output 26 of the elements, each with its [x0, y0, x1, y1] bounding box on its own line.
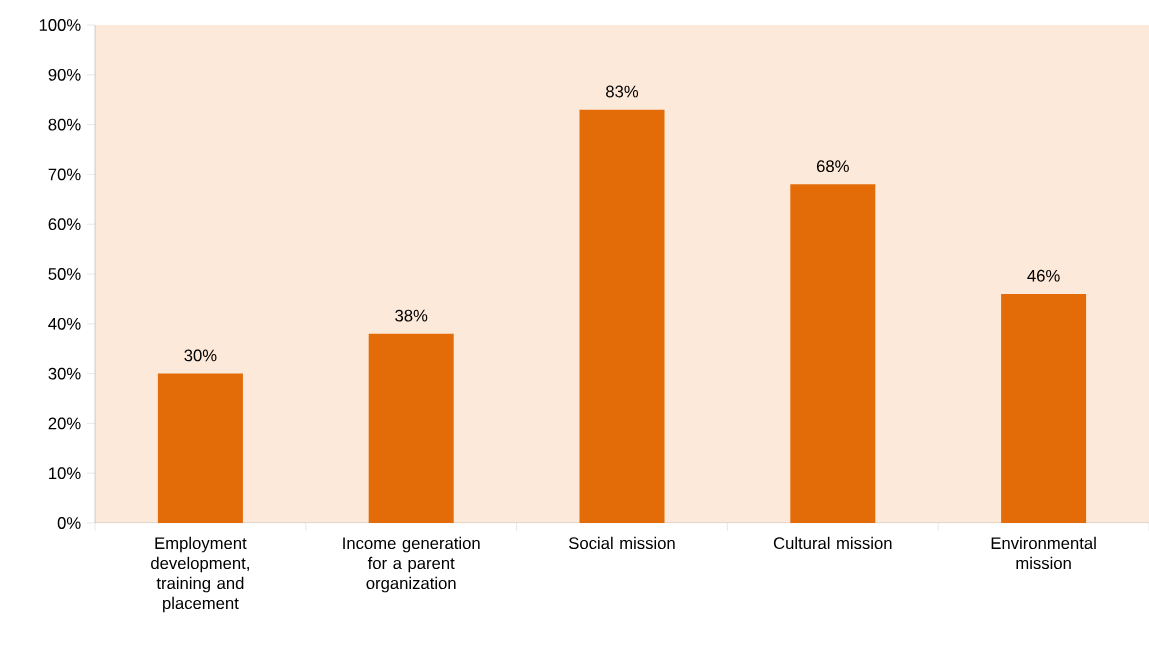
y-tick-label: 0%: [57, 517, 81, 529]
y-tick-label: 80%: [48, 118, 81, 131]
bar: [579, 109, 665, 523]
x-tick-label: Employment development, training and placement: [151, 536, 249, 613]
x-tick-label: Cultural mission: [773, 536, 892, 550]
y-tick-label: 90%: [48, 68, 81, 81]
y-tick-label: 20%: [48, 417, 81, 430]
bar: [1001, 293, 1087, 523]
x-tick-label: Income generation for a parent organization: [343, 536, 480, 593]
bar: [368, 333, 454, 523]
y-tick-label: 30%: [48, 367, 81, 380]
y-tick-label: 70%: [48, 168, 81, 181]
y-tick-label: 50%: [48, 268, 81, 280]
bar: [790, 184, 876, 523]
y-tick-label: 10%: [49, 467, 81, 480]
data-label: 46%: [1027, 269, 1060, 282]
y-tick-label: 60%: [48, 218, 81, 231]
y-tick-label: 40%: [48, 317, 81, 330]
bar: [157, 373, 243, 523]
data-label: 38%: [395, 309, 428, 322]
data-label: 83%: [606, 85, 639, 98]
data-label: 68%: [816, 160, 849, 173]
y-tick-label: 100%: [39, 19, 81, 31]
x-tick-label: Social mission: [569, 536, 675, 550]
data-label: 30%: [184, 349, 217, 362]
x-tick-label: Environmental mission: [991, 536, 1096, 570]
